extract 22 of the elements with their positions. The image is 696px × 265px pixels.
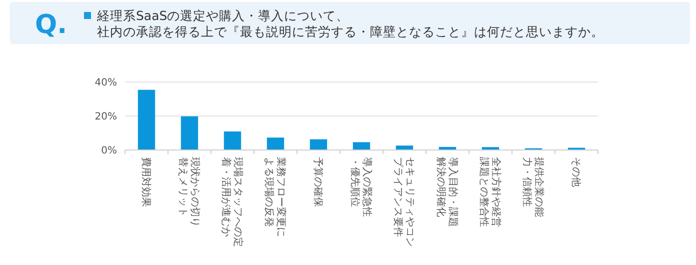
x-tick-label: 導入目的・課題解決の明確化 (435, 157, 459, 227)
x-tick-label: 業務フロー変更による現場の反発 (263, 157, 287, 237)
x-tick-label: 現場スタッフへの定着・活用が進むか (220, 157, 244, 247)
x-tick-label: 提供企業の能力・信頼性 (521, 157, 545, 217)
x-tick-label: セキュリティやコンプライアンス要件 (392, 157, 415, 247)
bar (224, 131, 242, 150)
x-tick-label: その他 (570, 157, 582, 187)
x-tick-label: 導入の緊急性・優先順位 (349, 157, 373, 217)
x-tick-label: 現状からの切り替えメリット (177, 157, 201, 227)
text: Q. (35, 10, 67, 40)
bar (266, 138, 284, 150)
y-tick-label: 0% (101, 146, 117, 156)
x-tick-label: 予算の確保 (312, 157, 324, 207)
x-tick-label: 費用対効果 (140, 157, 152, 207)
bar (180, 116, 198, 150)
y-tick-label: 20% (94, 112, 117, 122)
bar (352, 142, 370, 150)
bar (310, 139, 328, 150)
chart-title: 経理系SaaSの選定や購入・導入について、社内の承認を得る上で『最も説明に苦労する・障壁となること』は何だと思いますか。 (96, 8, 604, 39)
bar (138, 90, 156, 150)
x-tick-label: 全社方針や経営課題との整合性 (478, 157, 502, 227)
y-tick-label: 40% (94, 78, 117, 88)
